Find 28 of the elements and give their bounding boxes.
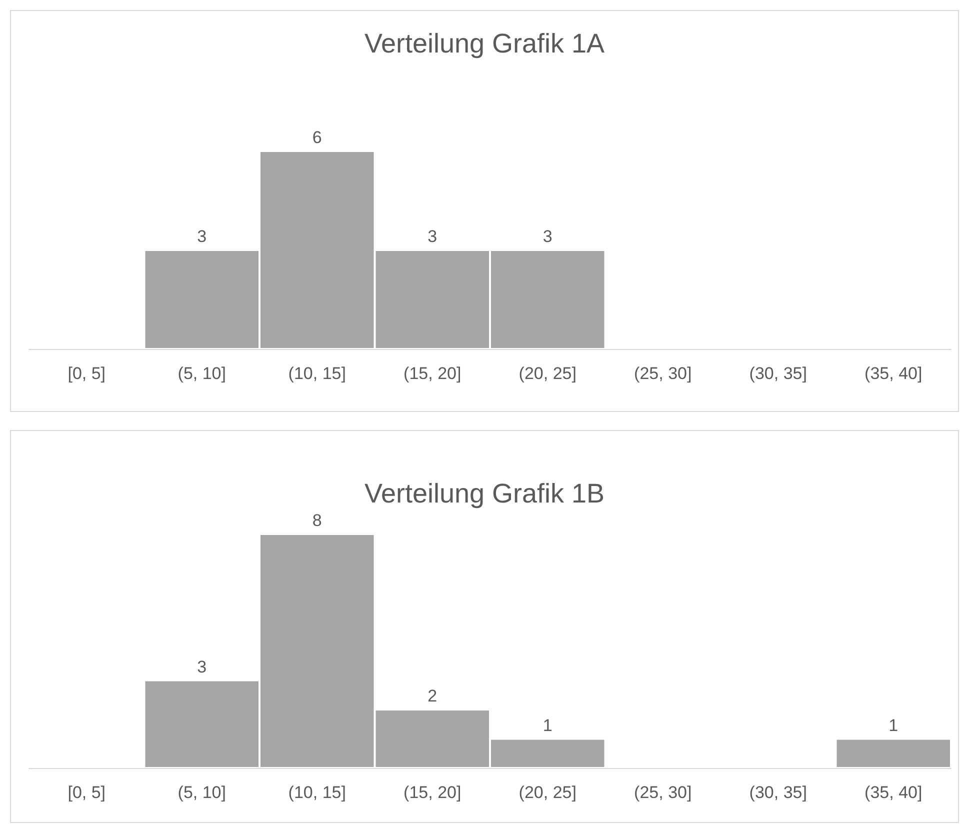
x-tick-label: (15, 20] — [404, 364, 462, 383]
x-tick-label: (35, 40] — [864, 783, 922, 802]
x-tick-label: (10, 15] — [288, 783, 346, 802]
x-tick-label: (20, 25] — [518, 364, 576, 383]
x-tick-label: (20, 25] — [518, 783, 576, 802]
x-tick-label: (25, 30] — [634, 364, 692, 383]
x-tick-label: (5, 10] — [178, 364, 226, 383]
x-tick-label: (30, 35] — [749, 783, 807, 802]
data-label: 3 — [542, 227, 552, 246]
data-label: 2 — [428, 686, 438, 706]
bar — [836, 738, 951, 768]
data-label: 1 — [542, 716, 552, 735]
x-tick-label: (15, 20] — [404, 783, 462, 802]
data-label: 3 — [197, 227, 207, 246]
x-tick-label: (5, 10] — [178, 783, 226, 802]
x-tick-label: (10, 15] — [288, 364, 346, 383]
data-label: 6 — [312, 128, 322, 147]
chart-title: Verteilung Grafik 1A — [364, 28, 605, 58]
x-tick-label: [0, 5] — [68, 364, 106, 383]
x-tick-label: (25, 30] — [634, 783, 692, 802]
chart-title: Verteilung Grafik 1B — [364, 478, 605, 508]
x-tick-label: (35, 40] — [864, 364, 922, 383]
data-label: 3 — [428, 227, 438, 246]
data-label: 1 — [888, 716, 898, 735]
x-tick-label: (30, 35] — [749, 364, 807, 383]
x-tick-label: [0, 5] — [68, 783, 106, 802]
data-label: 3 — [197, 657, 207, 676]
data-label: 8 — [312, 511, 322, 530]
